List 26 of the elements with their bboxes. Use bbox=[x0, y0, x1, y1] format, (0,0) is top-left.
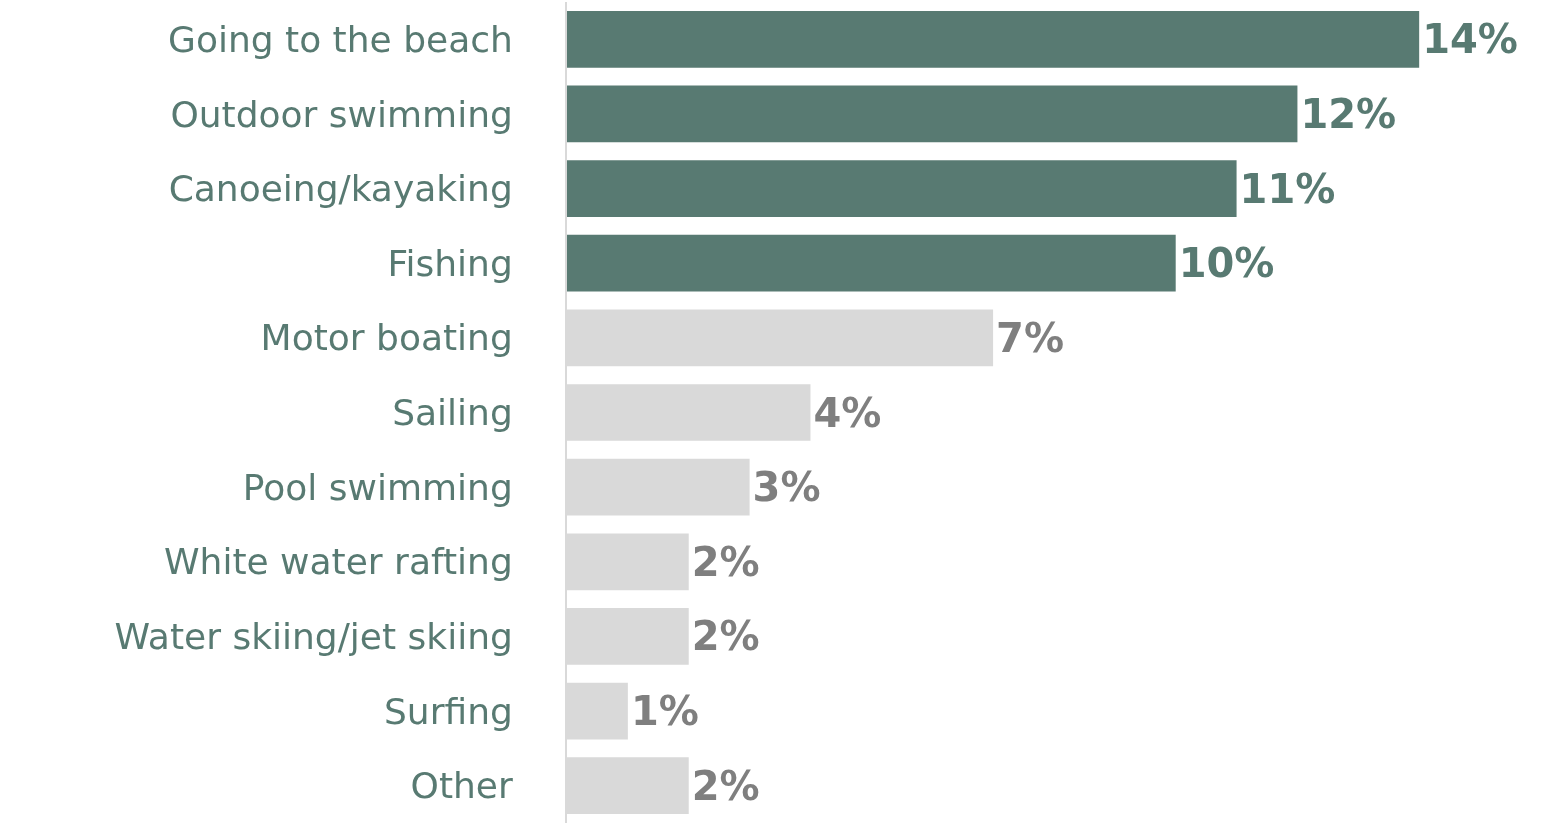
data-label: 10% bbox=[1178, 240, 1275, 287]
bar bbox=[567, 85, 1298, 143]
y-tick-label: Pool swimming bbox=[242, 466, 513, 508]
data-label: 14% bbox=[1422, 16, 1518, 63]
y-tick-label: Water skiing/jet skiing bbox=[114, 616, 513, 658]
data-label: 2% bbox=[691, 538, 760, 585]
data-label: 2% bbox=[691, 613, 760, 660]
data-label: 7% bbox=[996, 314, 1065, 361]
y-tick-label: Canoeing/kayaking bbox=[168, 168, 513, 210]
data-label: 3% bbox=[752, 464, 821, 511]
y-tick-label: White water rafting bbox=[163, 541, 513, 583]
bar bbox=[567, 10, 1420, 68]
bar bbox=[567, 160, 1237, 217]
y-tick-label: Sailing bbox=[392, 392, 513, 434]
data-label: 2% bbox=[691, 762, 760, 809]
y-tick-label: Surfing bbox=[383, 690, 513, 732]
y-tick-label: Fishing bbox=[387, 242, 513, 284]
y-tick-label: Motor boating bbox=[260, 317, 513, 359]
data-label: 12% bbox=[1300, 90, 1397, 137]
data-label: 4% bbox=[813, 389, 882, 436]
data-label: 11% bbox=[1239, 165, 1336, 212]
y-tick-label: Going to the beach bbox=[167, 18, 513, 60]
y-tick-label: Outdoor swimming bbox=[170, 93, 513, 135]
bar bbox=[567, 234, 1176, 292]
data-label: 1% bbox=[630, 688, 699, 735]
y-tick-label: Other bbox=[410, 765, 513, 807]
